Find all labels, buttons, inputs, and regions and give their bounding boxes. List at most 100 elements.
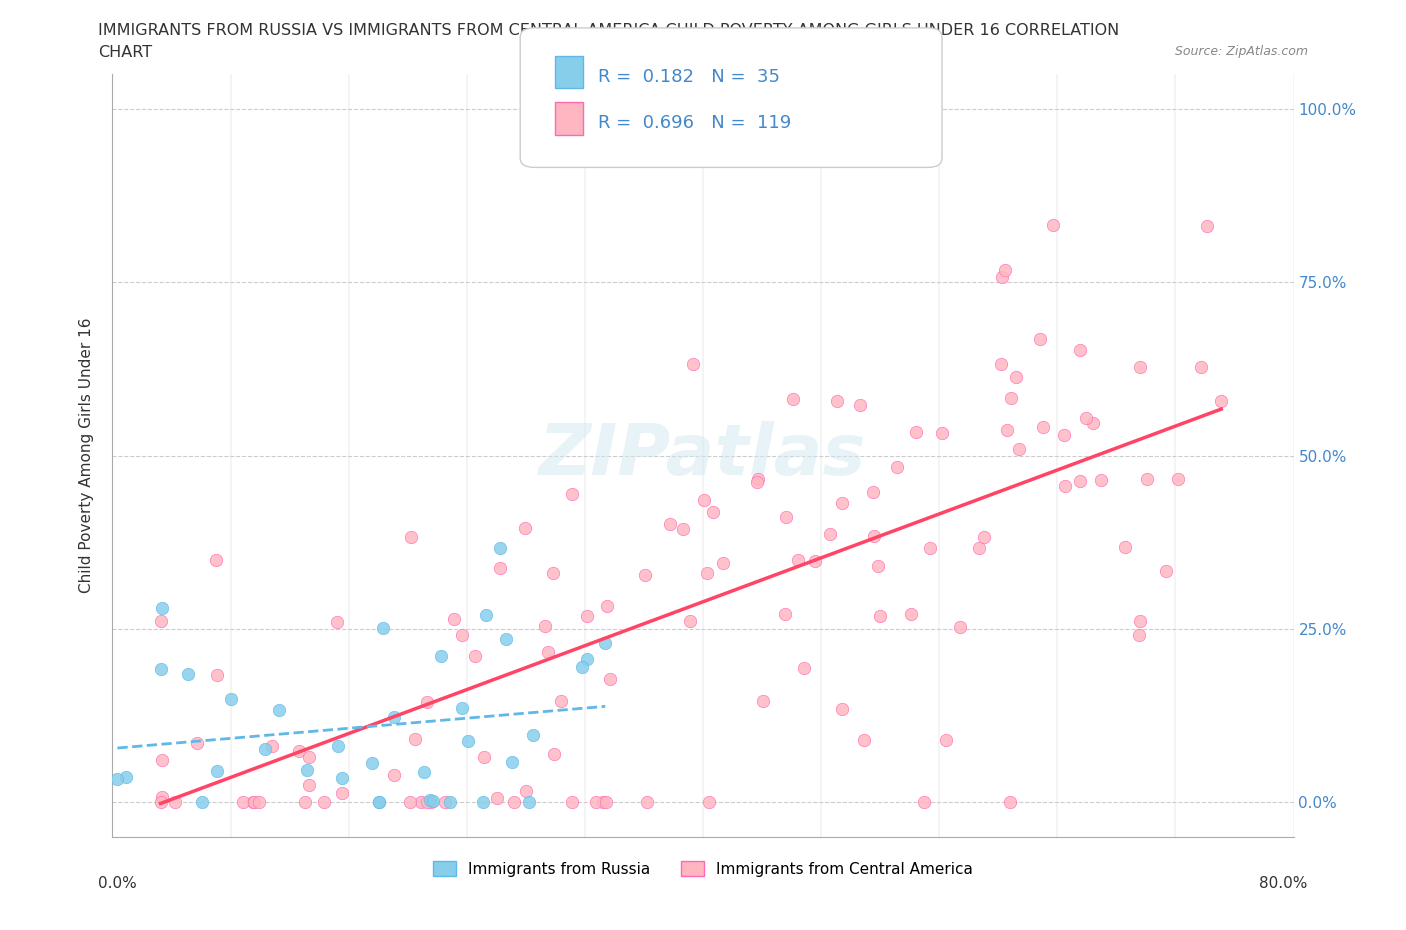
Point <box>294 795 316 810</box>
Point <box>596 599 619 614</box>
Point <box>534 618 557 633</box>
Point <box>853 732 876 747</box>
Point <box>501 754 523 769</box>
Point <box>1008 442 1031 457</box>
Point <box>1000 391 1022 405</box>
Point <box>804 553 827 568</box>
Point <box>693 493 716 508</box>
Point <box>177 666 200 681</box>
Point <box>471 795 494 810</box>
Point <box>367 795 389 810</box>
Point <box>747 472 769 487</box>
Point <box>659 517 682 532</box>
Point <box>541 565 564 580</box>
Point <box>433 795 456 810</box>
Point <box>576 609 599 624</box>
Point <box>991 269 1014 284</box>
Point <box>831 496 853 511</box>
Point <box>150 790 173 804</box>
Point <box>869 608 891 623</box>
Text: R =  0.696   N =  119: R = 0.696 N = 119 <box>598 113 790 132</box>
Point <box>1076 410 1098 425</box>
Point <box>495 631 517 646</box>
Point <box>515 784 537 799</box>
Point <box>205 764 228 778</box>
Text: CHART: CHART <box>98 45 152 60</box>
Point <box>503 795 526 810</box>
Text: Source: ZipAtlas.com: Source: ZipAtlas.com <box>1174 45 1308 58</box>
Point <box>115 769 138 784</box>
Point <box>439 795 461 810</box>
Point <box>900 606 922 621</box>
Point <box>550 694 572 709</box>
Point <box>595 795 617 810</box>
Point <box>451 628 474 643</box>
Point <box>575 651 598 666</box>
Point <box>1156 564 1178 578</box>
Text: IMMIGRANTS FROM RUSSIA VS IMMIGRANTS FROM CENTRAL AMERICA CHILD POVERTY AMONG GI: IMMIGRANTS FROM RUSSIA VS IMMIGRANTS FRO… <box>98 23 1119 38</box>
Point <box>232 795 254 810</box>
Point <box>995 422 1018 437</box>
Point <box>949 619 972 634</box>
Point <box>747 475 769 490</box>
Point <box>593 636 616 651</box>
Point <box>636 795 658 810</box>
Text: 80.0%: 80.0% <box>1260 876 1308 891</box>
Text: ZIPatlas: ZIPatlas <box>540 421 866 490</box>
Point <box>517 795 540 810</box>
Point <box>1069 473 1091 488</box>
Point <box>399 795 422 810</box>
Point <box>368 795 391 810</box>
Point <box>848 398 870 413</box>
Point <box>931 425 953 440</box>
Point <box>457 734 479 749</box>
Point <box>831 701 853 716</box>
Point <box>260 738 283 753</box>
Point <box>269 702 291 717</box>
Point <box>149 661 172 676</box>
Point <box>599 671 621 686</box>
Point <box>1053 479 1076 494</box>
Point <box>1028 331 1050 346</box>
Point <box>634 567 657 582</box>
Point <box>1114 539 1136 554</box>
Point <box>298 777 321 792</box>
Point <box>886 459 908 474</box>
Point <box>678 614 700 629</box>
Point <box>1042 218 1064 232</box>
Point <box>786 553 808 568</box>
Point <box>868 559 890 574</box>
Point <box>443 612 465 627</box>
Point <box>205 668 228 683</box>
Point <box>332 771 354 786</box>
Point <box>489 561 512 576</box>
Point <box>912 795 935 810</box>
Point <box>242 795 264 810</box>
Point <box>422 793 444 808</box>
Point <box>536 644 558 659</box>
Text: 0.0%: 0.0% <box>98 876 138 891</box>
Point <box>561 486 583 501</box>
Point <box>1004 370 1026 385</box>
Point <box>191 795 214 810</box>
Point <box>326 615 349 630</box>
Point <box>1195 219 1218 233</box>
Point <box>751 694 773 709</box>
Point <box>382 710 405 724</box>
Point <box>592 795 614 810</box>
Text: R =  0.182   N =  35: R = 0.182 N = 35 <box>598 68 779 86</box>
Point <box>1069 342 1091 357</box>
Point <box>107 772 129 787</box>
Point <box>904 424 927 439</box>
Point <box>793 660 815 675</box>
Point <box>918 540 941 555</box>
Point <box>360 756 382 771</box>
Point <box>1211 394 1233 409</box>
Point <box>413 764 436 779</box>
Point <box>1081 415 1104 430</box>
Point <box>773 606 796 621</box>
Point <box>186 736 208 751</box>
Point <box>1136 472 1159 486</box>
Point <box>401 529 423 544</box>
Point <box>149 614 172 629</box>
